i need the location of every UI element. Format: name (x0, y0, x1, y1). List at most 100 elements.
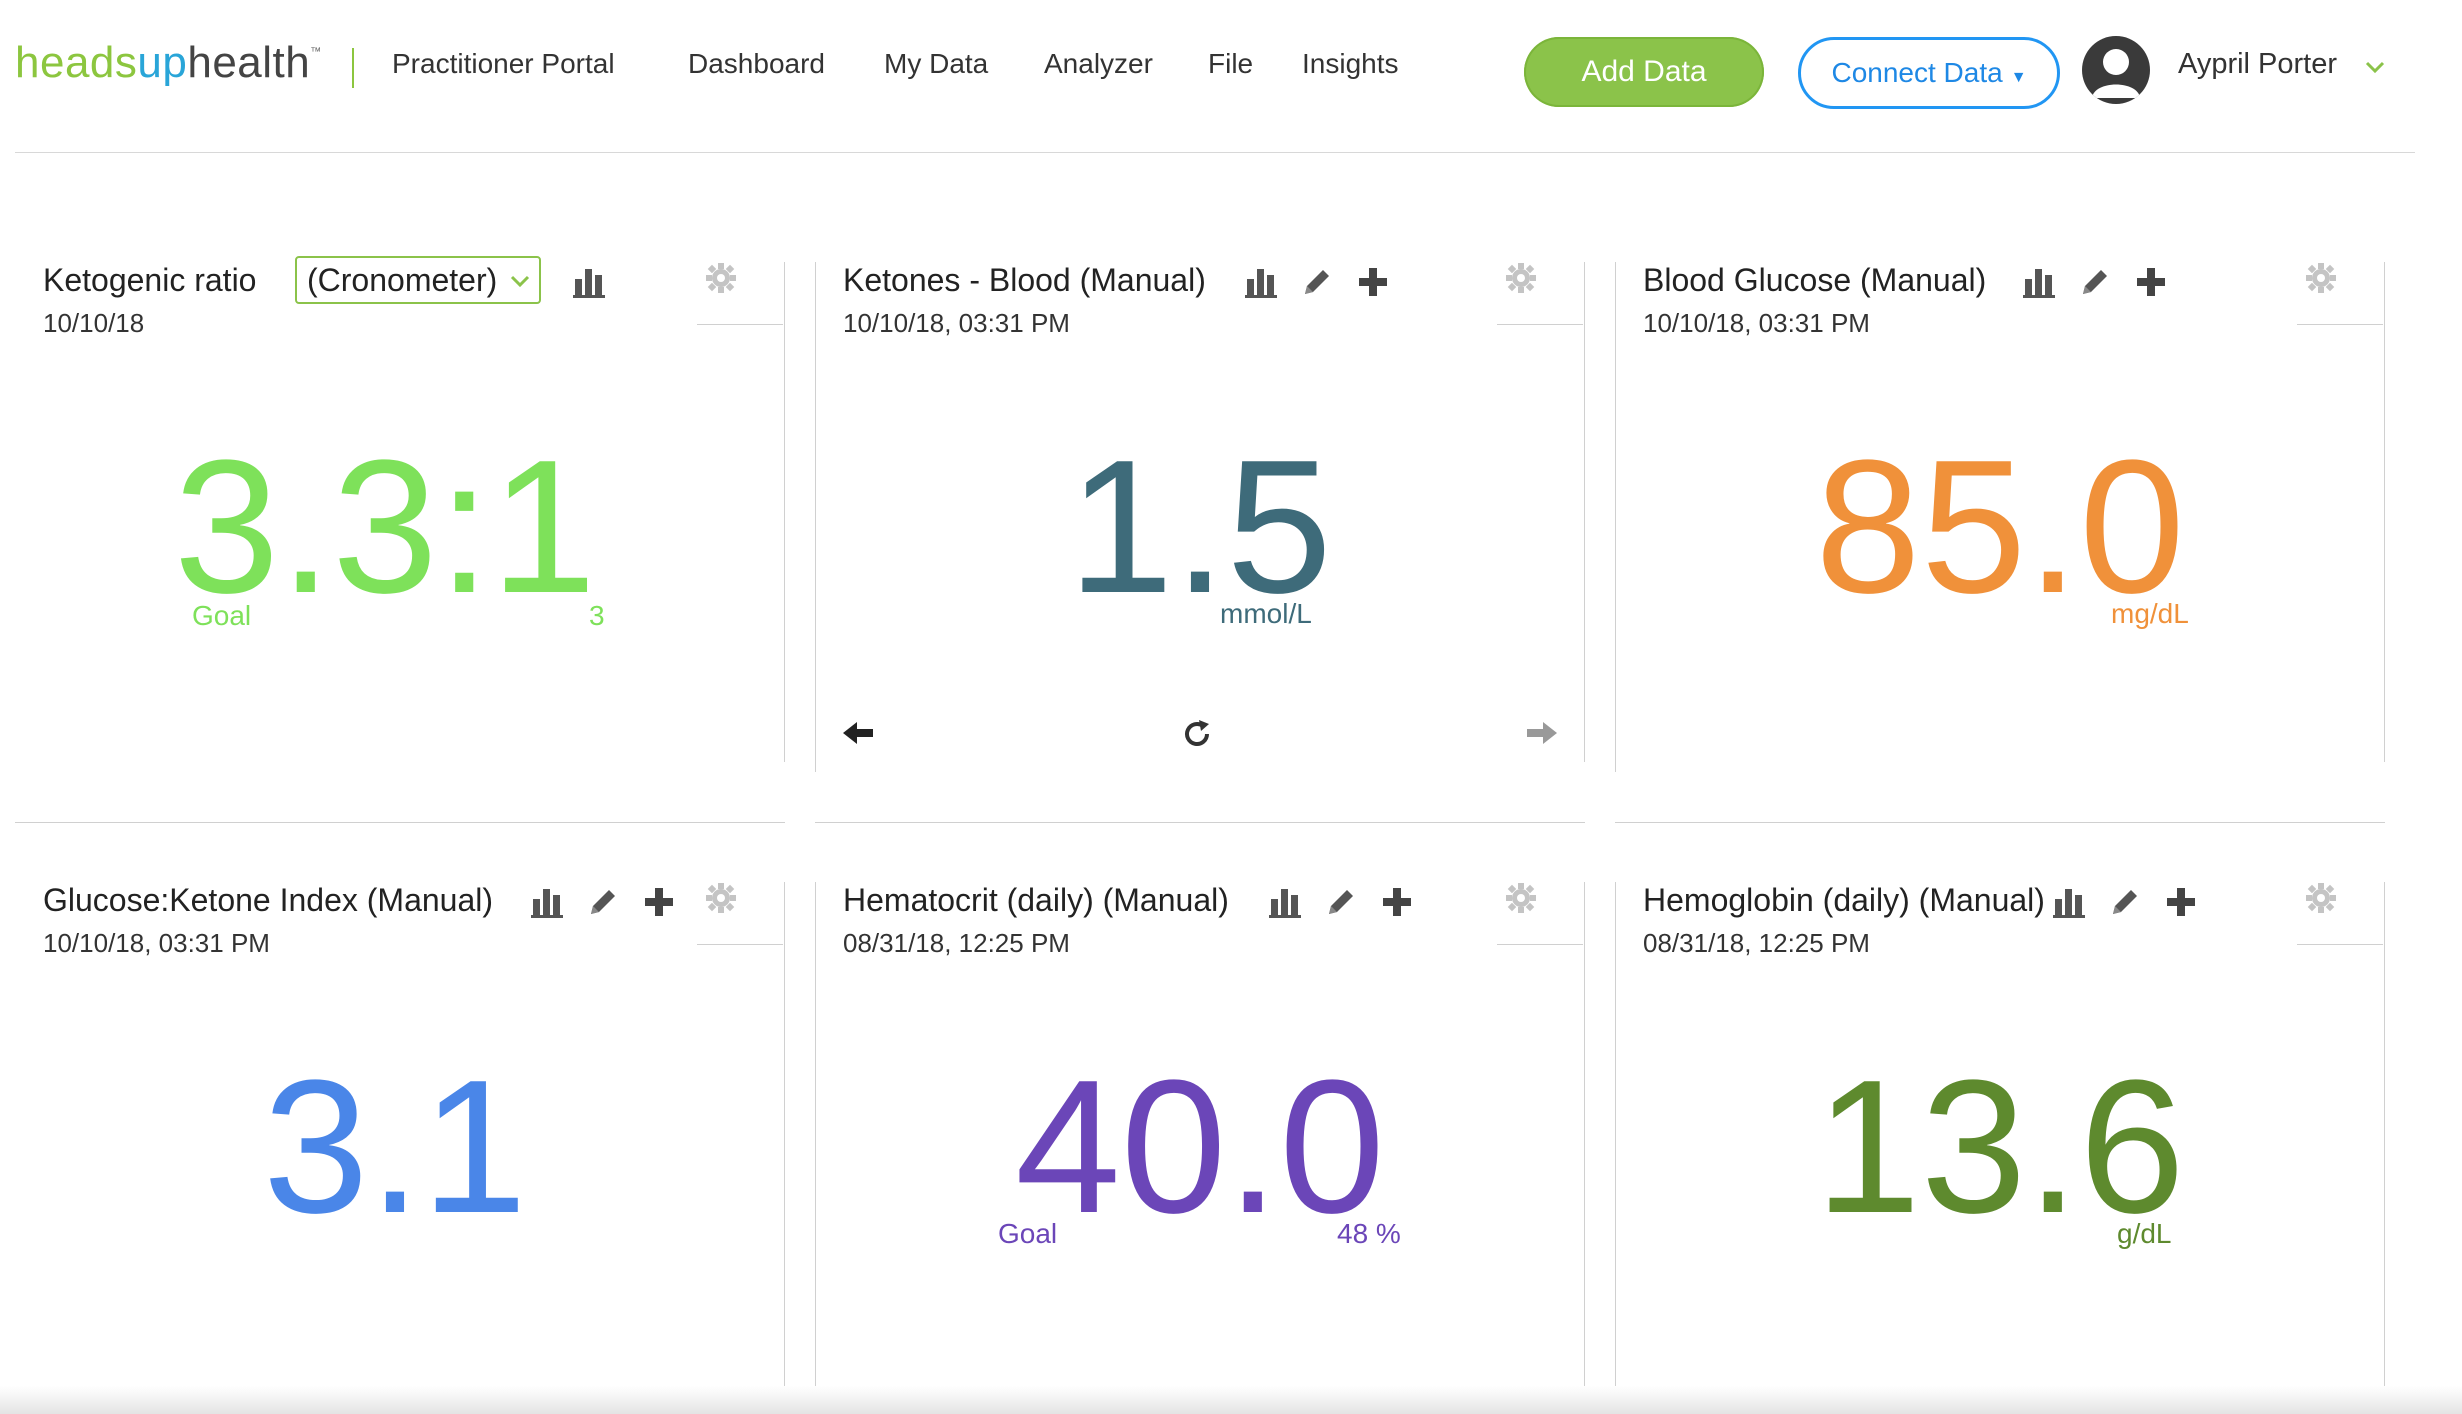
row-divider (15, 822, 785, 823)
nav-my-data[interactable]: My Data (884, 48, 989, 79)
nav-practitioner-portal[interactable]: Practitioner Portal (392, 48, 615, 79)
arrow-right-icon[interactable] (1525, 720, 1557, 746)
headsuphealth-logo[interactable]: headsuphealth™ (15, 38, 322, 88)
widget-toolbar (529, 884, 677, 920)
widget-ketones-blood: Ketones - Blood (Manual) 10/10/18, 03:31… (815, 262, 1585, 772)
pencil-icon[interactable] (2107, 884, 2143, 920)
widget-hematocrit: Hematocrit (daily) (Manual) 08/31/18, 12… (815, 882, 1585, 1392)
plus-icon[interactable] (1355, 264, 1391, 300)
settings-divider (697, 944, 783, 945)
pencil-icon[interactable] (1323, 884, 1359, 920)
gear-icon[interactable] (2305, 882, 2337, 914)
widget-border-right (2384, 262, 2385, 762)
widget-glucose-ketone-index: Glucose:Ketone Index (Manual) 10/10/18, … (15, 882, 785, 1392)
caret-down-icon: ▼ (2010, 69, 2027, 86)
widget-border-left (815, 882, 816, 1392)
widget-hemoglobin: Hemoglobin (daily) (Manual) 08/31/18, 12… (1615, 882, 2385, 1392)
gear-icon[interactable] (2305, 262, 2337, 294)
source-select[interactable]: (Cronometer) (295, 256, 542, 304)
metric-value: 1.5 (1067, 421, 1333, 633)
logo-text-up: up (137, 38, 188, 87)
widget-ketogenic-ratio: Ketogenic ratio (Cronometer) 10/10/18 3.… (15, 256, 785, 772)
metric-value: 85.0 (1815, 421, 2185, 633)
logo-divider (352, 48, 354, 88)
nav-insights[interactable]: Insights (1302, 48, 1399, 79)
chevron-down-icon[interactable] (2364, 56, 2386, 78)
widget-toolbar (571, 264, 607, 300)
chevron-down-icon (511, 275, 530, 288)
goal-label: Goal (192, 600, 252, 631)
window-bottom-edge (0, 1386, 2462, 1414)
widget-toolbar (1243, 264, 1391, 300)
widget-border (784, 882, 785, 1392)
nav-file[interactable]: File (1208, 48, 1254, 79)
widget-border-right (2384, 882, 2385, 1392)
bar-chart-icon[interactable] (1267, 884, 1303, 920)
widget-date: 08/31/18, 12:25 PM (843, 928, 1070, 958)
connect-data-label: Connect Data (1831, 57, 2003, 88)
widget-title: Ketogenic ratio (43, 262, 257, 298)
pencil-icon[interactable] (585, 884, 621, 920)
settings-divider (697, 324, 783, 325)
settings-divider (2297, 944, 2383, 945)
plus-icon[interactable] (2163, 884, 2199, 920)
gear-icon[interactable] (705, 262, 737, 294)
widget-border-right (1584, 262, 1585, 762)
refresh-icon[interactable] (1181, 718, 1213, 750)
metric-value: 3.1 (262, 1041, 528, 1253)
widget-title: Glucose:Ketone Index (Manual) (43, 882, 494, 918)
widget-border-right (1584, 882, 1585, 1392)
widget-blood-glucose: Blood Glucose (Manual) 10/10/18, 03:31 P… (1615, 262, 2385, 772)
metric-unit: mmol/L (1220, 598, 1312, 629)
nav-analyzer[interactable]: Analyzer (1044, 48, 1153, 79)
add-data-button[interactable]: Add Data (1524, 37, 1764, 107)
gear-icon[interactable] (705, 882, 737, 914)
settings-divider (1497, 944, 1583, 945)
arrow-left-icon[interactable] (843, 720, 875, 746)
settings-divider (2297, 324, 2383, 325)
widget-title: Hematocrit (daily) (Manual) (843, 882, 1229, 918)
widget-title: Hemoglobin (daily) (Manual) (1643, 882, 2045, 918)
logo-text-heads: heads (15, 38, 138, 87)
bar-chart-icon[interactable] (1243, 264, 1279, 300)
logo-text-health: health (187, 38, 311, 87)
user-name[interactable]: Aypril Porter (2178, 48, 2338, 80)
plus-icon[interactable] (641, 884, 677, 920)
widget-title: Ketones - Blood (Manual) (843, 262, 1206, 298)
plus-icon[interactable] (2133, 264, 2169, 300)
widget-border-left (1615, 882, 1616, 1392)
metric-value: 3.3:1 (173, 421, 597, 633)
widget-toolbar (1267, 884, 1415, 920)
bar-chart-icon[interactable] (2021, 264, 2057, 300)
bar-chart-icon[interactable] (529, 884, 565, 920)
user-avatar-icon[interactable] (2082, 36, 2150, 104)
gear-icon[interactable] (1505, 262, 1537, 294)
logo-trademark: ™ (310, 46, 322, 58)
metric-value: 13.6 (1815, 1041, 2185, 1253)
source-select-value: (Cronometer) (307, 262, 498, 298)
bar-chart-icon[interactable] (2051, 884, 2087, 920)
pencil-icon[interactable] (2077, 264, 2113, 300)
nav-dashboard[interactable]: Dashboard (688, 48, 825, 79)
plus-icon[interactable] (1379, 884, 1415, 920)
goal-value: 48 % (1337, 1218, 1401, 1249)
widget-date: 10/10/18, 03:31 PM (43, 928, 270, 958)
row-divider (815, 822, 1585, 823)
widget-toolbar (2051, 884, 2199, 920)
widget-title: Blood Glucose (Manual) (1643, 262, 1987, 298)
widget-border-left (815, 262, 816, 772)
header-divider (15, 152, 2415, 153)
connect-data-button[interactable]: Connect Data ▼ (1798, 37, 2060, 109)
goal-value: 3 (589, 600, 605, 631)
pencil-icon[interactable] (1299, 264, 1335, 300)
goal-label: Goal (998, 1218, 1058, 1249)
settings-divider (1497, 324, 1583, 325)
row-divider (1615, 822, 2385, 823)
widget-toolbar (2021, 264, 2169, 300)
metric-unit: g/dL (2117, 1218, 2172, 1249)
widget-date: 10/10/18, 03:31 PM (843, 308, 1070, 338)
metric-unit: mg/dL (2111, 598, 2189, 629)
bar-chart-icon[interactable] (571, 264, 607, 300)
gear-icon[interactable] (1505, 882, 1537, 914)
widget-date: 08/31/18, 12:25 PM (1643, 928, 1870, 958)
